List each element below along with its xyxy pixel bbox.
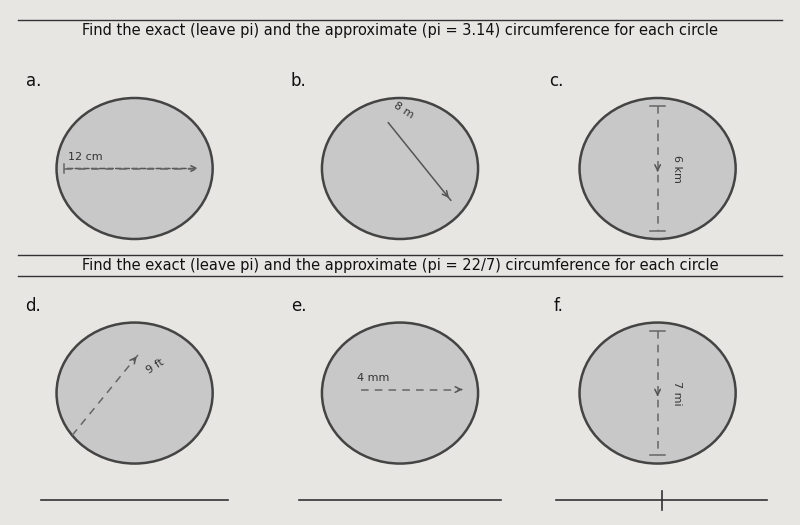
Text: e.: e.	[291, 297, 306, 314]
Text: Find the exact (leave pi) and the approximate (pi = 22/7) circumference for each: Find the exact (leave pi) and the approx…	[82, 258, 718, 272]
Ellipse shape	[322, 322, 478, 464]
Text: f.: f.	[554, 297, 564, 314]
Ellipse shape	[579, 98, 736, 239]
Ellipse shape	[57, 322, 213, 464]
Text: 6 km: 6 km	[672, 154, 682, 183]
Text: 7 mi: 7 mi	[672, 381, 682, 405]
Ellipse shape	[57, 98, 213, 239]
Text: c.: c.	[550, 72, 564, 90]
Ellipse shape	[579, 322, 736, 464]
Text: 9 ft: 9 ft	[145, 357, 166, 375]
Text: d.: d.	[25, 297, 41, 314]
Text: 4 mm: 4 mm	[357, 373, 390, 383]
Text: b.: b.	[290, 72, 306, 90]
Text: a.: a.	[26, 72, 41, 90]
Text: 12 cm: 12 cm	[68, 152, 103, 162]
Ellipse shape	[322, 98, 478, 239]
Text: 8 m: 8 m	[392, 100, 416, 120]
Text: Find the exact (leave pi) and the approximate (pi = 3.14) circumference for each: Find the exact (leave pi) and the approx…	[82, 23, 718, 38]
